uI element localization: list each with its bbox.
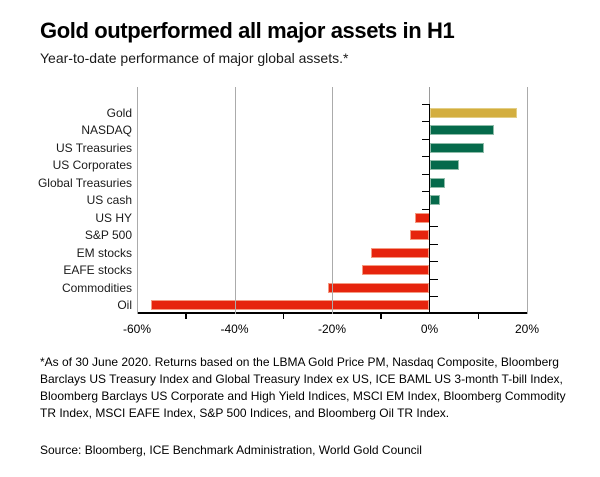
category-label-us-treasuries: US Treasuries	[55, 140, 132, 155]
x-tick-label--60: -60%	[122, 322, 152, 336]
category-label-global-treasuries: Global Treasuries	[37, 175, 132, 190]
x-minor-tick	[380, 314, 382, 319]
category-tick	[421, 173, 430, 175]
category-tick	[429, 243, 438, 245]
x-axis-tick-labels: -60% -40% -20% 0% 20%	[123, 322, 539, 336]
category-label-s-p-500: S&P 500	[84, 228, 132, 243]
category-tick	[421, 156, 430, 158]
bar-s-p-500	[410, 230, 430, 241]
source-line: Source: Bloomberg, ICE Benchmark Adminis…	[40, 443, 422, 457]
category-label-us-cash: US cash	[86, 193, 132, 208]
bar-commodities	[328, 282, 430, 293]
category-tick	[429, 278, 438, 280]
category-tick	[421, 103, 430, 105]
category-label-em-stocks: EM stocks	[76, 245, 132, 260]
x-tick-label-20: 20%	[514, 322, 540, 336]
x-tick-label--20: -20%	[317, 322, 347, 336]
zero-gridline-top	[429, 87, 430, 104]
category-label-commodities: Commodities	[61, 280, 132, 295]
category-label-us-hy: US HY	[95, 210, 132, 225]
category-tick	[421, 208, 430, 210]
category-tick	[429, 261, 438, 263]
bar-em-stocks	[371, 247, 430, 258]
bar-eafe-stocks	[362, 265, 430, 276]
zero-axis-line	[428, 104, 431, 314]
x-minor-tick	[477, 314, 479, 319]
x-tick-label--40: -40%	[220, 322, 249, 336]
category-label-oil: Oil	[117, 298, 132, 313]
gridline--60	[137, 87, 138, 314]
category-tick	[421, 121, 430, 123]
plot-area	[137, 87, 528, 319]
category-label-us-corporates: US Corporates	[52, 158, 132, 173]
bar-us-hy	[414, 212, 430, 223]
x-minor-tick	[185, 314, 187, 319]
chart-subtitle: Year-to-date performance of major global…	[40, 50, 349, 66]
bar-gold	[429, 107, 518, 118]
bar-us-treasuries	[429, 142, 485, 153]
bar-nasdaq	[429, 125, 494, 136]
category-tick	[421, 138, 430, 140]
category-tick	[429, 226, 438, 228]
category-label-gold: Gold	[106, 105, 132, 120]
category-tick	[429, 296, 438, 298]
bar-us-corporates	[429, 160, 460, 171]
gridline--40	[234, 87, 236, 314]
bar-global-treasuries	[429, 177, 446, 188]
category-axis-labels: Gold NASDAQ US Treasuries US Corporates Glob…	[0, 104, 132, 314]
category-label-eafe-stocks: EAFE stocks	[63, 263, 132, 278]
footnote: *As of 30 June 2020. Returns based on th…	[40, 355, 566, 420]
category-label-nasdaq: NASDAQ	[81, 123, 132, 138]
gridline--20	[332, 87, 333, 314]
bar-oil	[150, 300, 430, 311]
chart-title: Gold outperformed all major assets in H1	[40, 18, 455, 43]
x-tick-label-0: 0%	[420, 322, 439, 336]
bar-us-cash	[429, 195, 441, 206]
category-tick	[421, 191, 430, 193]
x-minor-tick	[282, 314, 284, 319]
gridline-20	[527, 87, 528, 314]
